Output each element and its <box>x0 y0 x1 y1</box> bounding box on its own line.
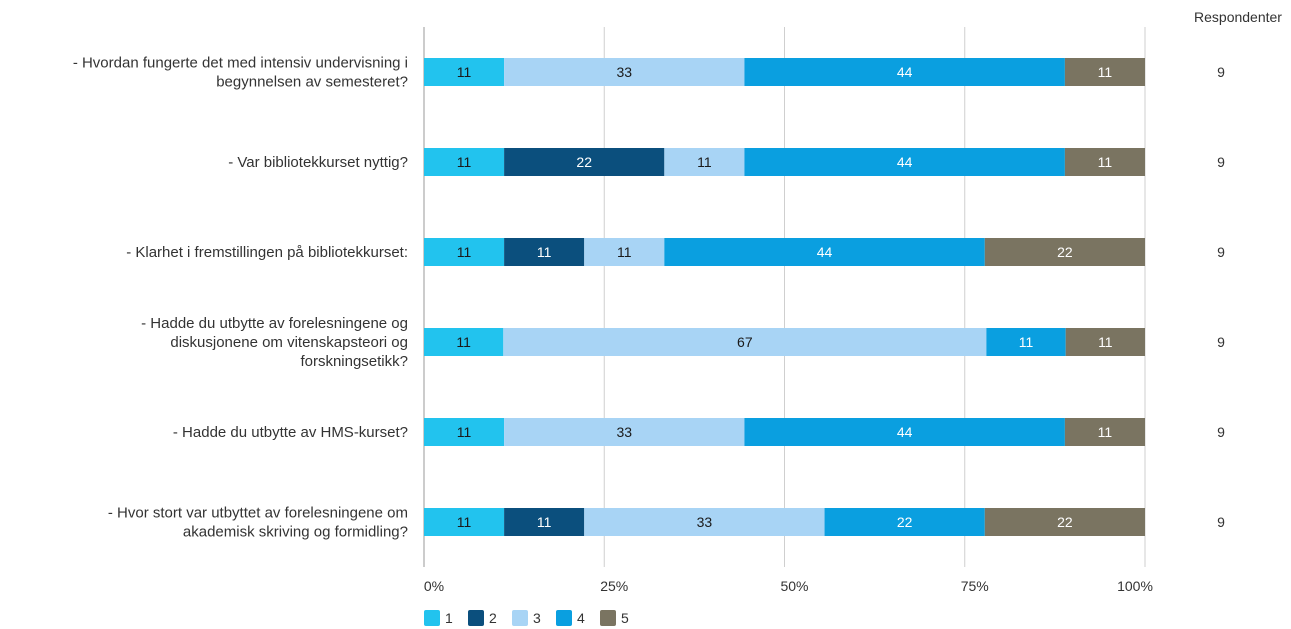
legend-label: 3 <box>533 610 541 626</box>
bars: 11 33 44 11 11 22 11 44 11 11 11 11 44 22 11 67 11 11 11 33… <box>424 58 1145 536</box>
legend-swatch <box>512 610 528 626</box>
data-label: 33 <box>616 424 632 440</box>
data-label: 33 <box>616 64 632 80</box>
bar-segment-series-5 <box>984 238 1145 266</box>
category-label: - Klarhet i fremstillingen på bibliotekk… <box>126 244 408 261</box>
bar-segment-series-3 <box>503 328 987 356</box>
data-label: 11 <box>1098 334 1113 350</box>
bar-segment-series-1 <box>424 328 504 356</box>
legend-label: 5 <box>621 610 629 626</box>
bar-segment-series-2 <box>504 238 585 266</box>
respondents-value: 9 <box>1217 514 1225 530</box>
data-label: 33 <box>697 514 713 530</box>
bar-segment-series-1 <box>424 58 505 86</box>
data-label: 22 <box>897 514 913 530</box>
bar-segment-series-5 <box>1064 148 1145 176</box>
data-label: 11 <box>457 154 472 170</box>
respondents-value: 9 <box>1217 244 1225 260</box>
data-label: 11 <box>1098 64 1113 80</box>
bar-segment-series-4 <box>824 508 985 536</box>
bar-segment-series-1 <box>424 148 505 176</box>
data-label: 11 <box>617 244 632 260</box>
data-label: 11 <box>457 424 472 440</box>
category-label-line: forskningsetikk? <box>300 353 408 370</box>
data-label: 11 <box>537 244 552 260</box>
x-tick-label: 75% <box>961 578 989 594</box>
respondents-value: 9 <box>1217 64 1225 80</box>
bar-segment-series-1 <box>424 238 505 266</box>
category-label-line: - Hvor stort var utbyttet av forelesning… <box>108 505 408 522</box>
category-label-line: begynnelsen av semesteret? <box>216 74 408 91</box>
category-label: - Hadde du utbytte av forelesningene og d… <box>141 315 408 370</box>
bar-segment-series-2 <box>504 148 665 176</box>
bar-segment-series-3 <box>664 148 745 176</box>
legend-label: 1 <box>445 610 453 626</box>
legend-label: 4 <box>577 610 585 626</box>
data-label: 67 <box>737 334 753 350</box>
category-label: - Hvor stort var utbyttet av forelesning… <box>108 505 408 541</box>
category-label-line: akademisk skriving og formidling? <box>183 524 408 541</box>
bar-segment-series-3 <box>504 418 745 446</box>
respondents-value: 9 <box>1217 334 1225 350</box>
respondents-column: Respondenter 9 9 9 9 9 9 <box>1194 9 1282 530</box>
bar-segment-series-5 <box>1065 328 1145 356</box>
bar-segment-series-5 <box>1064 58 1145 86</box>
data-label: 44 <box>897 64 913 80</box>
data-label: 11 <box>537 514 552 530</box>
data-label: 22 <box>576 154 592 170</box>
bar-segment-series-4 <box>744 58 1065 86</box>
data-label: 11 <box>457 64 472 80</box>
category-label: - Var bibliotekkurset nyttig? <box>228 154 408 171</box>
gridlines <box>423 27 1146 567</box>
x-tick-label: 0% <box>424 578 444 594</box>
bar-segment-series-5 <box>1064 418 1145 446</box>
bar-segment-series-5 <box>984 508 1145 536</box>
bar-segment-series-1 <box>424 418 505 446</box>
legend-swatch <box>424 610 440 626</box>
category-label-line: - Hvordan fungerte det med intensiv unde… <box>73 55 408 72</box>
category-label-line: diskusjonene om vitenskapsteori og <box>170 334 408 351</box>
category-label: - Hvordan fungerte det med intensiv unde… <box>73 55 408 91</box>
data-label: 11 <box>1098 154 1113 170</box>
data-label: 44 <box>897 424 913 440</box>
respondents-header: Respondenter <box>1194 9 1282 25</box>
data-label: 22 <box>1057 244 1073 260</box>
x-tick-label: 25% <box>600 578 628 594</box>
data-label: 11 <box>456 334 471 350</box>
bar-segment-series-4 <box>744 148 1065 176</box>
x-axis-ticks: 0% 25% 50% 75% 100% <box>424 578 1153 594</box>
x-tick-label: 100% <box>1117 578 1153 594</box>
bar-segment-series-3 <box>504 58 745 86</box>
category-label: - Hadde du utbytte av HMS-kurset? <box>173 424 408 441</box>
data-label: 11 <box>457 244 472 260</box>
legend-swatch <box>556 610 572 626</box>
bar-segment-series-2 <box>504 508 585 536</box>
bar-segment-series-3 <box>584 508 825 536</box>
respondents-value: 9 <box>1217 154 1225 170</box>
data-label: 44 <box>897 154 913 170</box>
category-label-line: - Hadde du utbytte av forelesningene og <box>141 315 408 332</box>
bar-segment-series-4 <box>664 238 985 266</box>
data-label: 11 <box>1098 424 1113 440</box>
data-label: 11 <box>457 514 472 530</box>
x-tick-label: 50% <box>780 578 808 594</box>
category-label-line: - Hadde du utbytte av HMS-kurset? <box>173 424 408 441</box>
category-label-line: - Var bibliotekkurset nyttig? <box>228 154 408 171</box>
category-labels: - Hvordan fungerte det med intensiv unde… <box>73 55 408 541</box>
category-label-line: - Klarhet i fremstillingen på bibliotekk… <box>126 244 408 261</box>
bar-segment-series-1 <box>424 508 505 536</box>
bar-segment-series-4 <box>986 328 1066 356</box>
legend-label: 2 <box>489 610 497 626</box>
data-label: 44 <box>817 244 833 260</box>
data-label: 11 <box>1019 334 1034 350</box>
data-label: 11 <box>697 154 712 170</box>
legend-swatch <box>600 610 616 626</box>
data-label: 22 <box>1057 514 1073 530</box>
bar-segment-series-4 <box>744 418 1065 446</box>
respondents-value: 9 <box>1217 424 1225 440</box>
legend: 1 2 3 4 5 <box>424 610 629 626</box>
bar-segment-series-3 <box>584 238 665 266</box>
legend-swatch <box>468 610 484 626</box>
